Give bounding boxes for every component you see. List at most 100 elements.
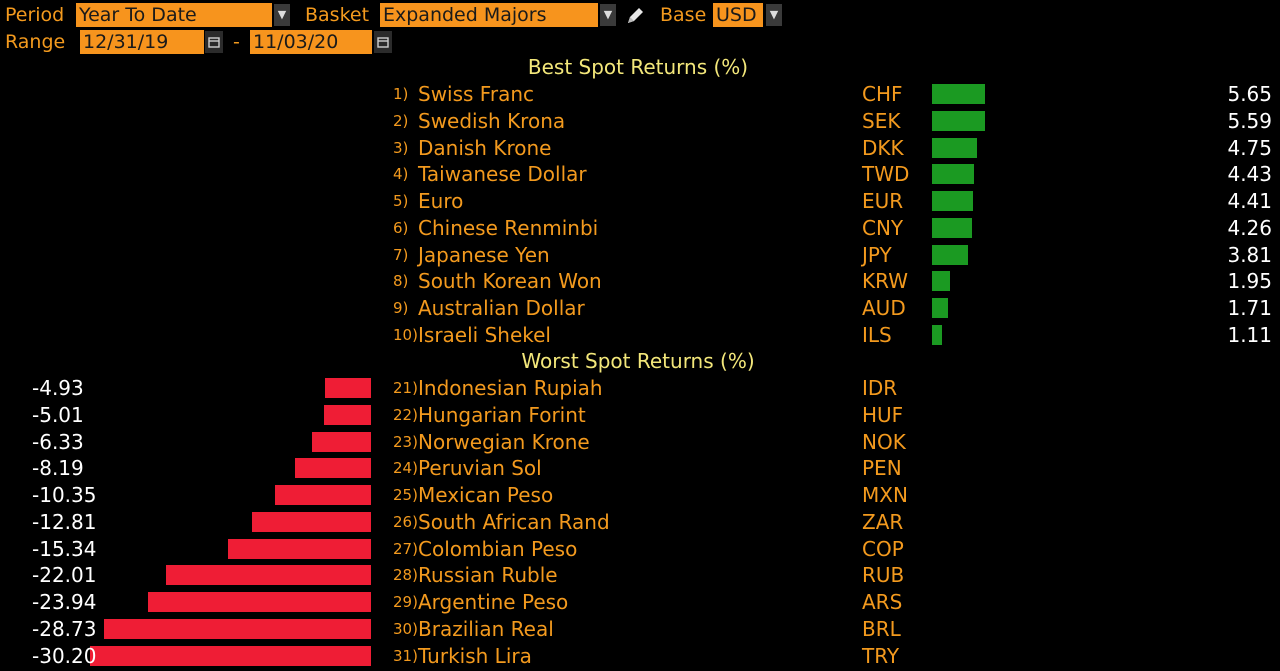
currency-name[interactable]: Australian Dollar: [418, 296, 585, 320]
best-returns-row[interactable]: 9) Australian Dollar AUD 1.71: [0, 295, 1280, 321]
currency-name[interactable]: Argentine Peso: [418, 590, 569, 614]
best-returns-row[interactable]: 2) Swedish Krona SEK 5.59: [0, 108, 1280, 134]
basket-select[interactable]: Expanded Majors: [380, 3, 598, 27]
currency-code: BRL: [862, 616, 901, 641]
return-bar: [103, 618, 371, 639]
return-value: -4.93: [32, 376, 84, 400]
currency-name[interactable]: Hungarian Forint: [418, 402, 586, 427]
currency-name[interactable]: Colombian Peso: [418, 536, 578, 561]
chevron-down-icon: ▼: [769, 8, 779, 21]
basket-label: Basket: [305, 4, 370, 26]
return-value: 1.11: [1227, 322, 1272, 347]
return-value: 4.43: [1227, 162, 1272, 187]
currency-name[interactable]: Swiss Franc: [418, 82, 535, 106]
return-value: 1.95: [1227, 269, 1272, 294]
best-returns-row[interactable]: 5) Euro EUR 4.41: [0, 188, 1280, 214]
base-dropdown-button[interactable]: ▼: [766, 4, 782, 26]
pencil-icon[interactable]: [624, 5, 646, 27]
worst-returns-row[interactable]: -10.35 25) Mexican Peso MXN: [0, 482, 1280, 508]
rank-number: 2): [393, 111, 409, 130]
range-end-calendar-button[interactable]: [374, 31, 392, 53]
currency-name[interactable]: South Korean Won: [418, 269, 602, 294]
worst-returns-row[interactable]: -4.93 21) Indonesian Rupiah IDR: [0, 375, 1280, 401]
currency-code: TWD: [862, 162, 910, 187]
best-returns-row[interactable]: 4) Taiwanese Dollar TWD 4.43: [0, 161, 1280, 187]
currency-code: HUF: [862, 402, 904, 427]
return-value: -28.73: [32, 616, 97, 641]
currency-name[interactable]: Turkish Lira: [418, 643, 532, 668]
return-value: -23.94: [32, 590, 97, 614]
currency-name[interactable]: Israeli Shekel: [418, 322, 551, 347]
worst-returns-row[interactable]: -12.81 26) South African Rand ZAR: [0, 509, 1280, 535]
return-value: 1.71: [1227, 296, 1272, 320]
currency-code: DKK: [862, 135, 904, 160]
best-returns-row[interactable]: 10) Israeli Shekel ILS 1.11: [0, 322, 1280, 348]
worst-returns-row[interactable]: -5.01 22) Hungarian Forint HUF: [0, 402, 1280, 428]
return-bar: [932, 164, 974, 185]
range-start-input[interactable]: 12/31/19: [80, 30, 204, 54]
currency-name[interactable]: Taiwanese Dollar: [418, 162, 587, 187]
currency-name[interactable]: South African Rand: [418, 509, 610, 534]
rank-number: 26): [393, 512, 418, 531]
worst-returns-row[interactable]: -23.94 29) Argentine Peso ARS: [0, 589, 1280, 615]
worst-returns-row[interactable]: -22.01 28) Russian Ruble RUB: [0, 562, 1280, 588]
return-value: -10.35: [32, 483, 97, 507]
return-bar: [274, 485, 371, 505]
currency-code: ILS: [862, 322, 892, 347]
return-value: -5.01: [32, 402, 84, 427]
period-label: Period: [5, 4, 65, 26]
rank-number: 5): [393, 192, 409, 210]
return-bar: [148, 592, 371, 612]
basket-dropdown-button[interactable]: ▼: [600, 4, 616, 26]
currency-code: SEK: [862, 108, 901, 133]
best-returns-row[interactable]: 6) Chinese Renminbi CNY 4.26: [0, 215, 1280, 241]
currency-name[interactable]: Indonesian Rupiah: [418, 376, 603, 400]
return-value: -12.81: [32, 509, 97, 534]
return-bar: [932, 324, 943, 345]
worst-returns-row[interactable]: -30.20 31) Turkish Lira TRY: [0, 643, 1280, 669]
rank-number: 31): [393, 646, 418, 665]
range-separator: -: [233, 31, 240, 53]
worst-returns-row[interactable]: -15.34 27) Colombian Peso COP: [0, 536, 1280, 562]
currency-name[interactable]: Swedish Krona: [418, 108, 566, 133]
return-value: 4.41: [1227, 189, 1272, 213]
worst-returns-row[interactable]: -6.33 23) Norwegian Krone NOK: [0, 429, 1280, 455]
return-bar: [932, 110, 985, 131]
currency-name[interactable]: Peruvian Sol: [418, 456, 542, 481]
rank-number: 1): [393, 85, 409, 103]
currency-name[interactable]: Chinese Renminbi: [418, 215, 599, 240]
worst-returns-title: Worst Spot Returns (%): [521, 349, 755, 373]
chevron-down-icon: ▼: [603, 8, 613, 21]
currency-name[interactable]: Brazilian Real: [418, 616, 554, 641]
currency-name[interactable]: Russian Ruble: [418, 563, 558, 588]
currency-code: EUR: [862, 189, 904, 213]
return-bar: [932, 84, 986, 104]
chevron-down-icon: ▼: [277, 8, 287, 21]
calendar-icon: [377, 37, 389, 48]
return-bar: [932, 271, 951, 292]
period-select[interactable]: Year To Date: [76, 3, 272, 27]
rank-number: 8): [393, 272, 409, 291]
currency-name[interactable]: Japanese Yen: [418, 242, 550, 267]
worst-returns-row[interactable]: -28.73 30) Brazilian Real BRL: [0, 616, 1280, 642]
return-value: -15.34: [32, 536, 97, 561]
range-end-input[interactable]: 11/03/20: [250, 30, 372, 54]
currency-name[interactable]: Norwegian Krone: [418, 429, 590, 454]
range-start-calendar-button[interactable]: [205, 31, 223, 53]
currency-name[interactable]: Danish Krone: [418, 135, 552, 160]
worst-returns-row[interactable]: -8.19 24) Peruvian Sol PEN: [0, 455, 1280, 481]
calendar-icon: [208, 37, 220, 48]
return-bar: [294, 458, 371, 479]
return-value: -22.01: [32, 563, 97, 588]
rank-number: 24): [393, 459, 418, 478]
currency-name[interactable]: Mexican Peso: [418, 483, 554, 507]
currency-name[interactable]: Euro: [418, 189, 464, 213]
best-returns-row[interactable]: 7) Japanese Yen JPY 3.81: [0, 242, 1280, 268]
rank-number: 4): [393, 165, 409, 184]
best-returns-row[interactable]: 8) South Korean Won KRW 1.95: [0, 268, 1280, 294]
best-returns-row[interactable]: 3) Danish Krone DKK 4.75: [0, 135, 1280, 161]
base-select[interactable]: USD: [713, 3, 763, 27]
currency-code: COP: [862, 536, 904, 561]
best-returns-row[interactable]: 1) Swiss Franc CHF 5.65: [0, 81, 1280, 107]
period-dropdown-button[interactable]: ▼: [274, 4, 290, 26]
